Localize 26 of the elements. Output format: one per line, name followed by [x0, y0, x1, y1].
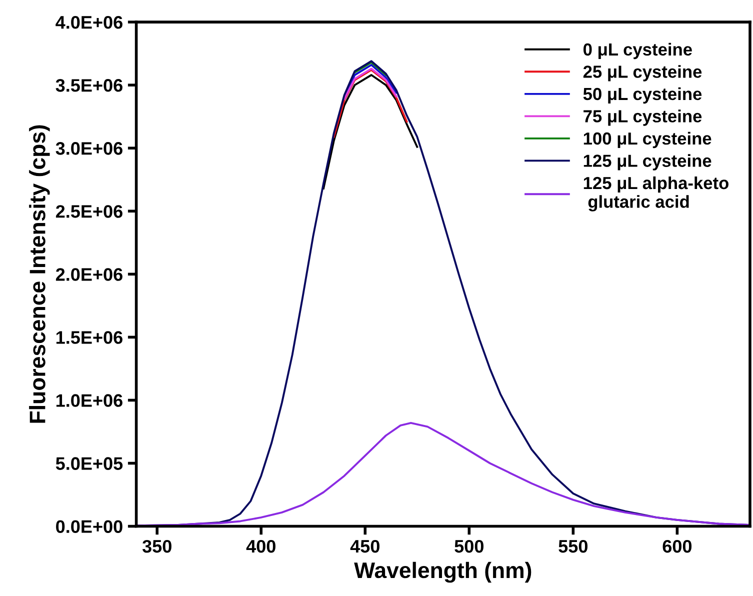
x-tick-label: 500 — [454, 540, 484, 553]
y-tick-label: 2.5E+06 — [56, 205, 122, 218]
line-series — [332, 68, 408, 138]
legend-label: 75 μL cysteine — [584, 110, 702, 126]
y-tick-label: 4.0E+06 — [56, 16, 122, 29]
legend-label: 50 μL cysteine — [583, 87, 702, 104]
legend-label: 0 μL cysteine — [583, 42, 692, 60]
legend-label: 25 μL cysteine — [583, 65, 702, 82]
x-tick-label: 550 — [558, 540, 588, 553]
y-tick-label: 3.5E+06 — [56, 79, 122, 92]
y-axis-title: Fluorescence Intensity (cps) — [29, 125, 50, 423]
y-tick-label: 1.5E+06 — [56, 331, 122, 344]
legend-label: 100 μL cysteine — [584, 132, 712, 148]
y-tick-label: 1.0E+06 — [56, 394, 122, 407]
x-tick-label: 600 — [662, 540, 692, 553]
y-tick-label: 5.0E+05 — [56, 457, 123, 470]
x-tick-label: 350 — [142, 540, 172, 553]
y-tick-label: 2.0E+06 — [56, 268, 122, 281]
legend-label: 125 μL alpha-keto glutaric acid — [584, 176, 728, 212]
legend-label: 125 μL cysteine — [584, 154, 712, 170]
x-tick-label: 400 — [246, 540, 276, 553]
line-series — [322, 74, 418, 190]
y-tick-label: 3.0E+06 — [56, 142, 122, 155]
y-tick-label: 0.0E+00 — [56, 520, 122, 533]
x-axis-title: Wavelength (nm) — [354, 562, 532, 583]
x-tick-label: 450 — [350, 540, 380, 553]
